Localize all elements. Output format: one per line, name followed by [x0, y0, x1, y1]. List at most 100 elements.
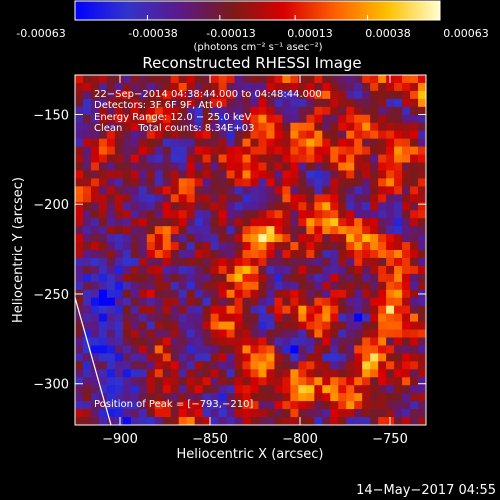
heatmap-cell — [410, 377, 419, 386]
heatmap-cell — [186, 210, 196, 219]
heatmap-cell — [250, 289, 260, 299]
heatmap-cell — [242, 186, 252, 195]
heatmap-cell — [266, 114, 276, 124]
heatmap-cell — [386, 210, 395, 219]
heatmap-cell — [282, 401, 291, 410]
heatmap-cell — [386, 281, 395, 291]
heatmap-cell — [114, 106, 124, 116]
heatmap-cell — [290, 329, 299, 339]
heatmap-cell — [226, 90, 236, 100]
heatmap-cell — [130, 130, 140, 140]
heatmap-cell — [306, 210, 315, 219]
heatmap-cell — [394, 289, 403, 299]
heatmap-cell — [386, 178, 395, 187]
heatmap-cell — [418, 154, 426, 164]
heatmap-cell — [202, 138, 212, 148]
heatmap-cell — [154, 273, 164, 283]
heatmap-cell — [282, 385, 291, 394]
heatmap-cell — [234, 329, 244, 339]
heatmap-cell — [370, 162, 379, 172]
heatmap-cell — [178, 162, 188, 172]
heatmap-cell — [362, 369, 371, 378]
heatmap-cell — [354, 369, 363, 378]
heatmap-cell — [274, 170, 284, 179]
heatmap-cell — [98, 369, 108, 378]
heatmap-cell — [114, 178, 124, 187]
heatmap-cell — [290, 305, 299, 315]
heatmap-cell — [362, 75, 371, 84]
heatmap-cell — [194, 178, 204, 187]
heatmap-cell — [282, 242, 291, 251]
heatmap-cell — [138, 114, 148, 124]
heatmap-cell — [178, 218, 188, 227]
heatmap-cell — [322, 313, 331, 323]
heatmap-cell — [370, 281, 379, 291]
heatmap-cell — [98, 122, 108, 132]
heatmap-cell — [202, 82, 212, 92]
heatmap-cell — [290, 106, 299, 116]
heatmap-cell — [186, 273, 196, 283]
heatmap-cell — [154, 313, 164, 323]
heatmap-cell — [154, 401, 164, 410]
heatmap-cell — [410, 273, 419, 283]
heatmap-cell — [226, 321, 236, 331]
heatmap-cell — [114, 337, 124, 347]
heatmap-cell — [122, 401, 132, 410]
heatmap-cell — [314, 377, 323, 386]
heatmap-cell — [122, 337, 132, 347]
heatmap-cell — [178, 114, 188, 124]
heatmap-cell — [114, 98, 124, 108]
heatmap-cell — [378, 114, 387, 124]
heatmap-cell — [370, 250, 379, 259]
heatmap-cell — [370, 305, 379, 315]
heatmap-cell — [282, 122, 291, 132]
heatmap-cell — [170, 329, 180, 339]
heatmap-cell — [186, 146, 196, 156]
heatmap-cell — [106, 250, 116, 259]
heatmap-cell — [186, 377, 196, 386]
heatmap-cell — [218, 75, 228, 84]
heatmap-cell — [98, 146, 108, 156]
heatmap-cell — [106, 393, 116, 402]
heatmap-cell — [218, 154, 228, 164]
heatmap-cell — [410, 106, 419, 116]
heatmap-cell — [154, 226, 164, 235]
heatmap-cell — [306, 417, 315, 425]
heatmap-cell — [210, 226, 220, 235]
heatmap-cell — [298, 130, 307, 140]
heatmap-cell — [186, 313, 196, 323]
heatmap-cell — [75, 265, 84, 275]
heatmap-cell — [354, 401, 363, 410]
heatmap-cell — [258, 82, 268, 92]
heatmap-cell — [146, 146, 156, 156]
heatmap-cell — [170, 265, 180, 275]
heatmap-cell — [402, 297, 411, 307]
heatmap-cell — [330, 90, 339, 100]
heatmap-cell — [218, 146, 228, 156]
heatmap-cell — [82, 321, 92, 331]
heatmap-cell — [186, 82, 196, 92]
heatmap-cell — [298, 146, 307, 156]
heatmap-cell — [146, 345, 156, 354]
heatmap-cell — [346, 106, 355, 116]
heatmap-cell — [178, 321, 188, 331]
heatmap-cell — [282, 265, 291, 275]
heatmap-cell — [314, 369, 323, 378]
heatmap-cell — [178, 273, 188, 283]
heatmap-cell — [418, 385, 426, 394]
heatmap-cell — [218, 218, 228, 227]
heatmap-cell — [274, 114, 284, 124]
heatmap-cell — [98, 226, 108, 235]
heatmap-cell — [226, 210, 236, 219]
heatmap-cell — [75, 257, 84, 267]
heatmap-cell — [258, 417, 268, 425]
heatmap-cell — [354, 329, 363, 339]
heatmap-cell — [130, 321, 140, 331]
heatmap-cell — [322, 202, 331, 211]
heatmap-cell — [234, 178, 244, 187]
heatmap-cell — [90, 202, 100, 211]
heatmap-cell — [234, 321, 244, 331]
heatmap-cell — [282, 361, 291, 370]
heatmap-cell — [234, 273, 244, 283]
heatmap-cell — [234, 337, 244, 347]
